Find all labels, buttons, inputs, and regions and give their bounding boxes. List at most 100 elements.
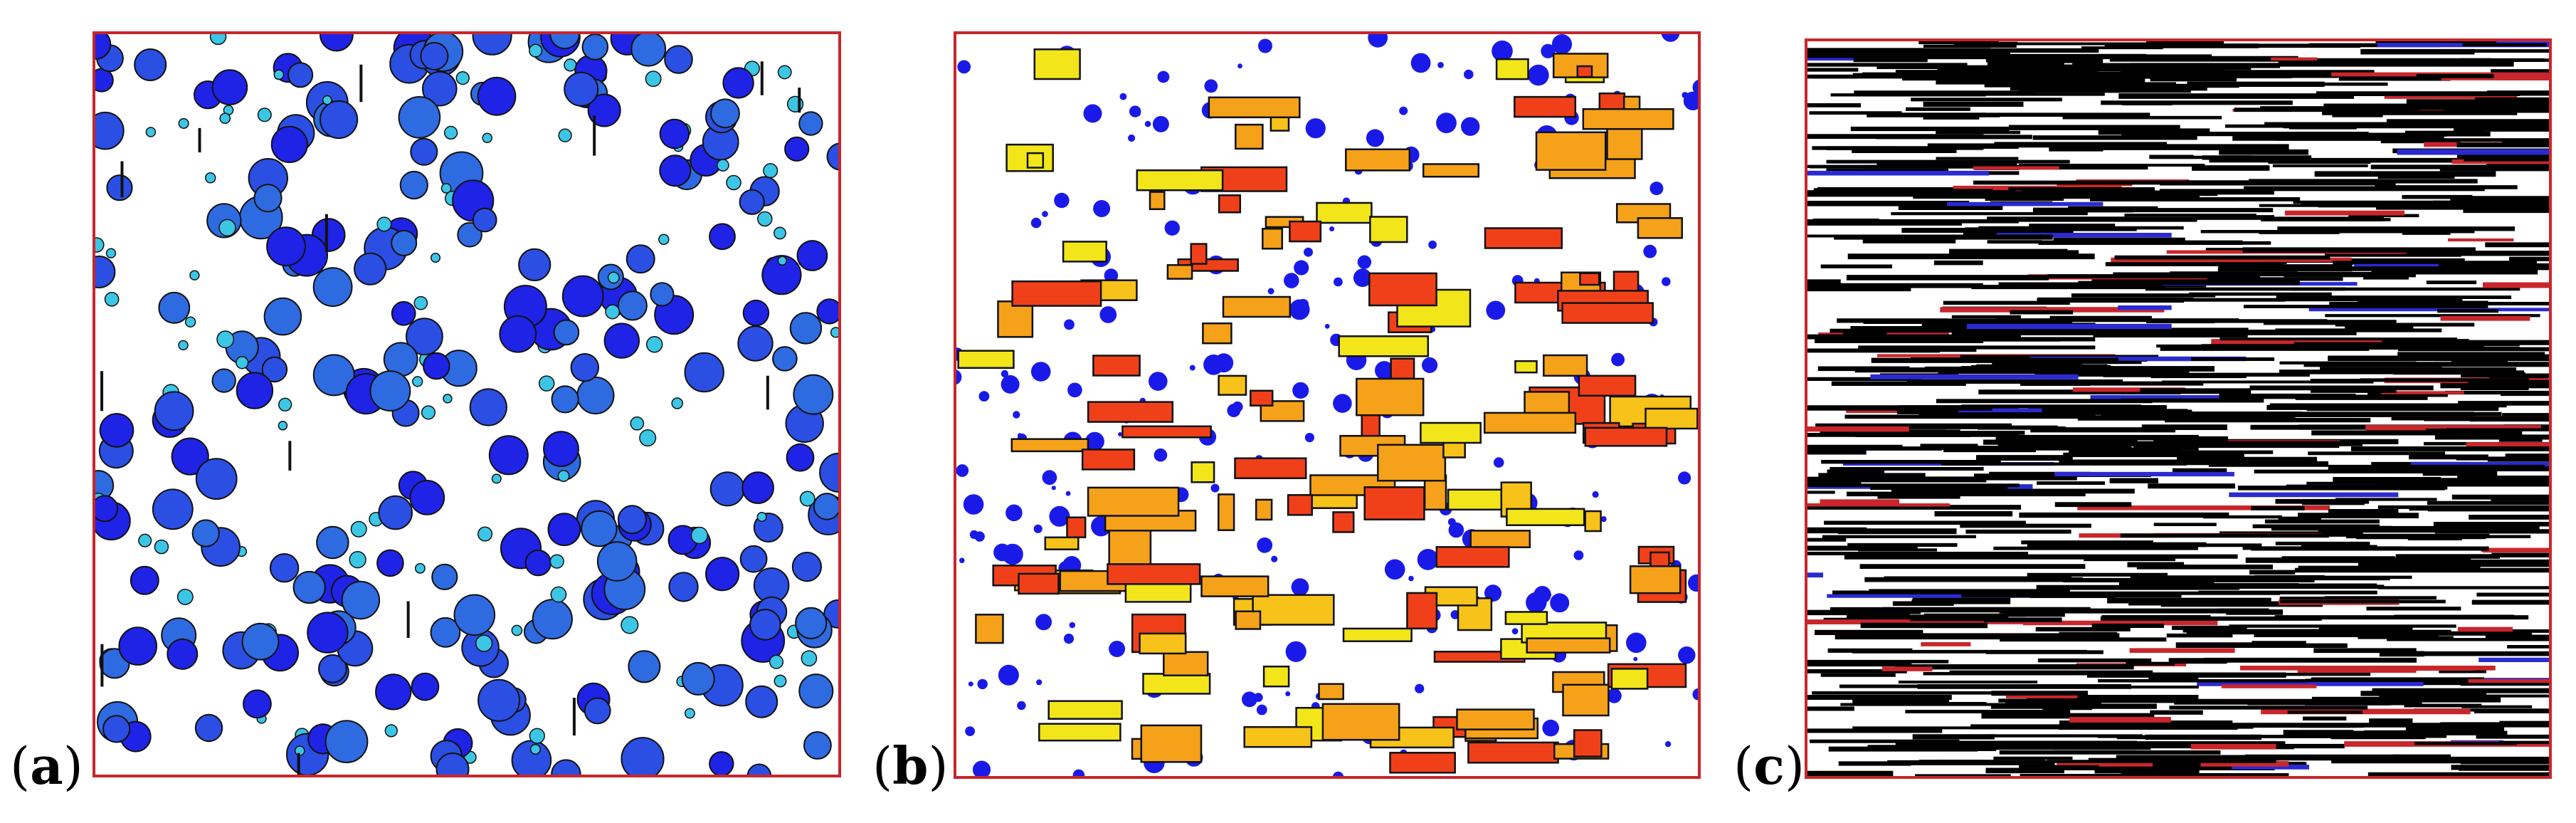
particle-dot bbox=[1042, 211, 1048, 217]
particle-dot bbox=[1464, 69, 1474, 80]
particle-rectangle bbox=[1218, 194, 1242, 214]
particle-dot bbox=[1152, 115, 1169, 132]
particle-rectangle bbox=[1262, 665, 1290, 688]
particle-dot bbox=[1001, 369, 1009, 378]
particle-circle bbox=[553, 319, 580, 346]
particle-circle bbox=[789, 312, 823, 345]
particle-circle bbox=[93, 31, 112, 60]
particle-circle bbox=[324, 720, 369, 763]
particle-circle bbox=[628, 650, 661, 683]
particle-circle bbox=[557, 470, 570, 482]
particle-circle bbox=[659, 118, 690, 150]
particle-rectangle bbox=[1318, 683, 1344, 701]
particle-rectangle bbox=[1218, 493, 1235, 531]
particle-dot bbox=[1067, 382, 1082, 398]
particle-dot bbox=[1493, 457, 1504, 468]
particle-circle bbox=[774, 674, 787, 688]
particle-dot bbox=[1437, 62, 1444, 68]
particle-dot bbox=[1611, 352, 1625, 367]
particle-dot bbox=[1417, 549, 1439, 570]
particle-dot bbox=[969, 530, 978, 540]
particle-circle bbox=[477, 76, 517, 116]
particle-dot bbox=[1573, 550, 1584, 560]
particle-circle bbox=[320, 100, 359, 140]
particle-dot bbox=[1210, 483, 1220, 493]
particle-dot bbox=[957, 60, 971, 74]
particle-rectangle bbox=[1467, 741, 1559, 764]
particle-circle bbox=[209, 31, 227, 46]
particle-rectangle bbox=[1629, 565, 1682, 594]
particle-circle bbox=[511, 624, 523, 636]
particle-circle bbox=[709, 471, 745, 507]
particle-circle bbox=[607, 271, 620, 284]
particle-circle bbox=[737, 325, 774, 362]
particle-circle bbox=[440, 183, 452, 194]
particle-circle bbox=[93, 256, 116, 288]
particle-circle bbox=[819, 452, 841, 493]
particle-circle bbox=[93, 495, 119, 523]
particle-dot bbox=[1063, 634, 1075, 644]
panel-c-label: (c) bbox=[1733, 735, 1805, 796]
particle-dot bbox=[1486, 300, 1506, 320]
particle-dot bbox=[1128, 134, 1136, 142]
particle-dot bbox=[1042, 470, 1057, 486]
particle-dot bbox=[956, 464, 969, 477]
particle-rectangle bbox=[1010, 438, 1089, 453]
particle-dot bbox=[1550, 593, 1570, 613]
particle-circle bbox=[204, 172, 216, 184]
particle-circle bbox=[726, 174, 741, 191]
particle-circle bbox=[266, 226, 306, 267]
particle-circle bbox=[341, 580, 381, 620]
particle-circle bbox=[138, 533, 152, 547]
particle-circle bbox=[278, 421, 288, 431]
particle-dot bbox=[1410, 53, 1431, 73]
particle-rectangle bbox=[1579, 272, 1600, 286]
particle-rectangle bbox=[1191, 461, 1215, 483]
particle-circle bbox=[625, 244, 655, 274]
particle-circle bbox=[777, 256, 788, 266]
particle-dot bbox=[1257, 537, 1273, 553]
particle-rectangle bbox=[1573, 729, 1603, 758]
particle-circle bbox=[664, 45, 693, 74]
particle-circle bbox=[178, 117, 189, 129]
particle-dot bbox=[1384, 559, 1405, 580]
particle-dot bbox=[1643, 244, 1657, 258]
particle-circle bbox=[472, 31, 512, 56]
particle-dot bbox=[1461, 117, 1480, 136]
particle-circle bbox=[739, 545, 768, 573]
particle-dot bbox=[978, 391, 990, 402]
particle-dot bbox=[1551, 34, 1573, 55]
particle-dot bbox=[1678, 646, 1696, 664]
particle-circle bbox=[621, 737, 665, 777]
particle-rectangle bbox=[1190, 243, 1208, 265]
particle-circle bbox=[491, 473, 502, 484]
particle-rectangle bbox=[1316, 201, 1373, 224]
particle-circle bbox=[499, 315, 537, 353]
particle-circle bbox=[191, 519, 220, 547]
particle-circle bbox=[376, 549, 404, 577]
particle-dot bbox=[1607, 688, 1622, 703]
particle-circle bbox=[236, 356, 249, 369]
particle-rectangle bbox=[1108, 529, 1152, 567]
particle-circle bbox=[413, 295, 428, 310]
particle-dot bbox=[1030, 362, 1051, 382]
particle-rectangle bbox=[1163, 651, 1209, 676]
particle-rectangle bbox=[1456, 708, 1535, 730]
particle-circle bbox=[145, 127, 157, 137]
panel-a-label: (a) bbox=[10, 735, 83, 796]
particle-circle bbox=[118, 627, 157, 666]
particle-circle bbox=[621, 616, 639, 634]
particle-dot bbox=[1399, 106, 1408, 115]
particle-rectangle bbox=[1026, 152, 1045, 169]
particle-dot bbox=[1592, 491, 1599, 498]
particle-dot bbox=[1334, 277, 1343, 287]
particle-rectangle bbox=[1136, 169, 1224, 192]
particle-circle bbox=[378, 495, 413, 530]
particle-circle bbox=[307, 612, 349, 654]
particle-circle bbox=[292, 570, 326, 604]
particle-circle bbox=[793, 374, 834, 415]
particle-circle bbox=[263, 297, 302, 336]
particle-circle bbox=[798, 673, 834, 709]
particle-rectangle bbox=[1406, 592, 1438, 630]
particle-dot bbox=[1511, 628, 1519, 635]
